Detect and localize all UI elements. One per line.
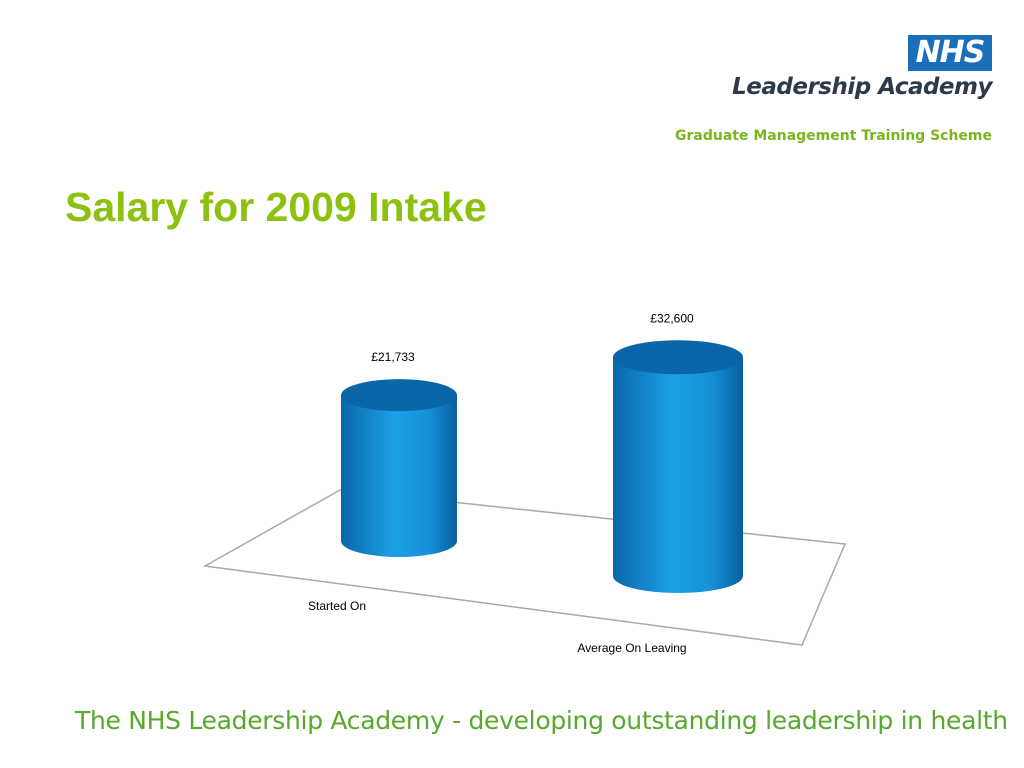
- bar-body: [341, 395, 457, 557]
- data-label: £32,600: [650, 311, 694, 325]
- footer-tagline: The NHS Leadership Academy - developing …: [75, 706, 1008, 735]
- nhs-logo-badge: NHS: [908, 35, 992, 71]
- bar-started-on: [341, 379, 457, 557]
- bar-average-on-leaving: [613, 340, 743, 593]
- data-label: £21,733: [371, 350, 415, 364]
- slide-title: Salary for 2009 Intake: [65, 184, 487, 230]
- chart-floor: [202, 489, 847, 646]
- category-label: Average On Leaving: [577, 641, 686, 655]
- scheme-subtitle: Graduate Management Training Scheme: [675, 128, 992, 144]
- bar-top: [341, 379, 457, 412]
- category-label: Started On: [308, 599, 366, 613]
- logo-name: Leadership Academy: [732, 74, 992, 100]
- bar-top: [613, 340, 743, 375]
- bar-body: [613, 357, 743, 593]
